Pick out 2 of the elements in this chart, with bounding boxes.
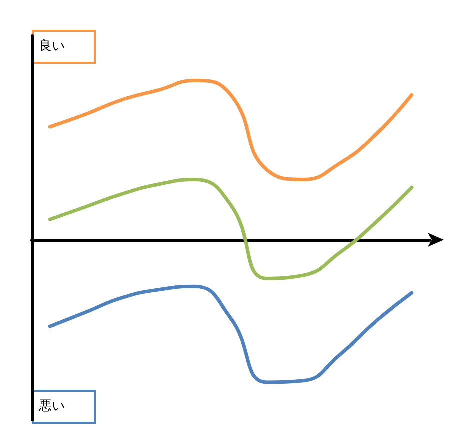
text: 良い <box>39 39 65 54</box>
text: 悪い <box>38 399 65 414</box>
